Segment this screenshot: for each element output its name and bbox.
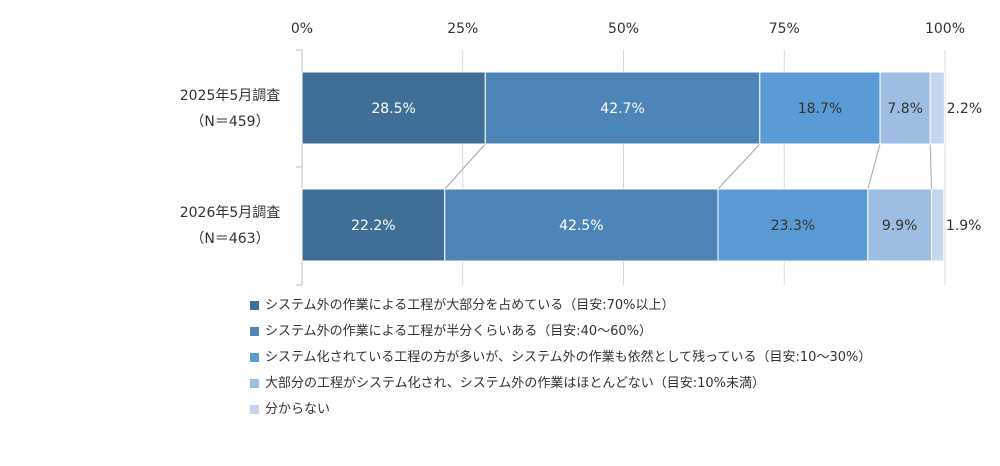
legend-swatch — [250, 379, 259, 388]
legend-item: システム外の作業による工程が大部分を占めている（目安:70%以上） — [250, 293, 871, 319]
legend-swatch — [250, 353, 259, 362]
x-tick-label: 100% — [925, 21, 965, 37]
x-tick-label: 25% — [447, 21, 478, 37]
legend-item: システム化されている工程の方が多いが、システム外の作業も依然として残っている（目… — [250, 345, 871, 371]
legend-item: 大部分の工程がシステム化され、システム外の作業はほとんどない（目安:10%未満） — [250, 371, 871, 397]
category-label-n: （N＝459） — [190, 114, 269, 130]
series-connector-line — [444, 143, 486, 190]
data-label: 7.8% — [887, 101, 923, 117]
legend-swatch — [250, 405, 259, 414]
data-label: 22.2% — [351, 218, 395, 234]
legend-label: システム外の作業による工程が半分くらいある（目安:40～60%） — [265, 324, 653, 339]
data-label: 9.9% — [882, 218, 918, 234]
legend-label: 大部分の工程がシステム化され、システム外の作業はほとんどない（目安:10%未満） — [265, 376, 765, 391]
x-tick-label: 50% — [608, 21, 639, 37]
stacked-bar-chart: 0% 25% 50% 75% 100% 2025年5月調査 （N＝459） 2026年5月調査… — [180, 21, 983, 286]
chart-legend: システム外の作業による工程が大部分を占めている（目安:70%以上） システム外の作… — [250, 293, 871, 423]
bar-segment — [867, 188, 932, 262]
legend-swatch — [250, 327, 259, 336]
data-label: 18.7% — [798, 101, 842, 117]
legend-label: 分からない — [265, 402, 331, 417]
bar-segment — [930, 188, 945, 262]
category-label-n: （N＝463） — [190, 231, 269, 247]
legend-label: システム外の作業による工程が大部分を占めている（目安:70%以上） — [265, 298, 675, 313]
bar-segment — [444, 188, 719, 262]
data-label: 23.3% — [771, 218, 815, 234]
legend-item: 分からない — [250, 397, 871, 423]
category-label: 2025年5月調査 — [180, 88, 281, 104]
legend-swatch — [250, 301, 259, 310]
series-connector-line — [929, 143, 932, 190]
data-label: 42.5% — [559, 218, 603, 234]
bar-segment — [717, 188, 869, 262]
data-label: 2.2% — [947, 101, 983, 117]
bar-segment — [484, 71, 761, 145]
category-label: 2026年5月調査 — [180, 205, 281, 221]
x-tick-label: 75% — [769, 21, 800, 37]
bar-segment — [301, 71, 486, 145]
data-label: 42.7% — [600, 101, 644, 117]
x-tick-label: 0% — [291, 21, 313, 37]
legend-label: システム化されている工程の方が多いが、システム外の作業も依然として残っている（目… — [265, 350, 872, 365]
bar-segment — [759, 71, 881, 145]
data-label: 28.5% — [371, 101, 415, 117]
series-connector-line — [867, 143, 881, 190]
legend-item: システム外の作業による工程が半分くらいある（目安:40～60%） — [250, 319, 871, 345]
data-label: 1.9% — [946, 218, 982, 234]
bar-segment — [929, 71, 945, 145]
series-connector-line — [717, 143, 761, 190]
